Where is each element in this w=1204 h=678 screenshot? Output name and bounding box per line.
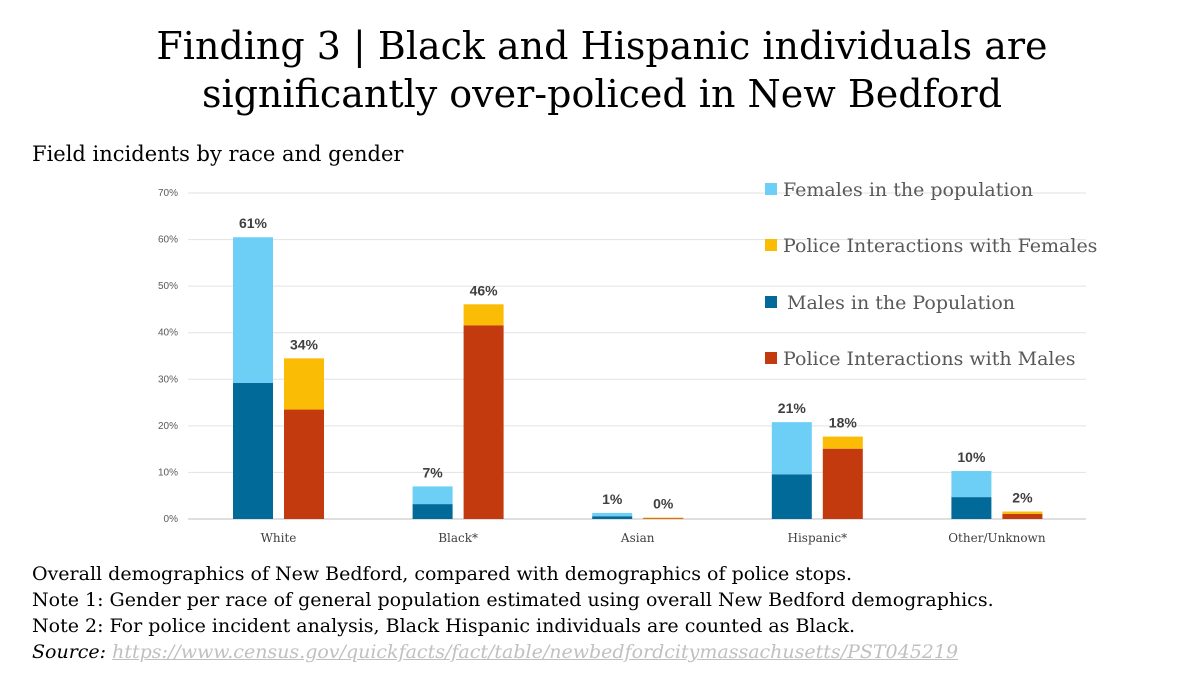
legend-swatch-males-in-the-population: [765, 296, 777, 308]
y-tick-label: 40%: [158, 328, 178, 339]
legend-label-police-interactions-with-females: Police Interactions with Females: [783, 235, 1097, 257]
bar-police-interactions-with-females-hispanic: [822, 436, 863, 449]
bar-females-in-the-population-black: [412, 486, 453, 505]
bar-females-in-the-population-other-unknown: [951, 471, 992, 498]
bar-police-interactions-with-males-asian: [643, 518, 684, 519]
data-label-police-other-unknown: 2%: [1012, 490, 1033, 506]
data-label-population-hispanic: 21%: [778, 400, 807, 416]
x-tick-label: White: [261, 531, 297, 545]
data-label-population-other-unknown: 10%: [957, 449, 986, 465]
data-label-police-white: 34%: [290, 336, 319, 352]
notes: Overall demographics of New Bedford, com…: [32, 561, 994, 665]
bar-police-interactions-with-males-black: [463, 325, 504, 519]
data-label-police-black: 46%: [470, 282, 499, 298]
legend-label-police-interactions-with-males: Police Interactions with Males: [783, 348, 1076, 370]
legend-swatch-police-interactions-with-males: [765, 352, 777, 364]
legend-swatch-police-interactions-with-females: [765, 239, 777, 251]
bar-police-interactions-with-females-black: [463, 304, 504, 326]
note-2: Note 2: For police incident analysis, Bl…: [32, 615, 856, 637]
source-label: Source:: [32, 641, 107, 663]
legend-label-males-in-the-population: Males in the Population: [787, 292, 1015, 314]
bar-males-in-the-population-hispanic: [771, 474, 812, 519]
title-line-2: significantly over-policed in New Bedfor…: [201, 72, 1003, 116]
y-tick-label: 0%: [164, 514, 179, 525]
source-link[interactable]: https://www.census.gov/quickfacts/fact/t…: [112, 641, 959, 663]
y-tick-label: 70%: [158, 188, 178, 199]
y-tick-label: 50%: [158, 281, 178, 292]
note-1: Note 1: Gender per race of general popul…: [32, 589, 994, 611]
bar-males-in-the-population-white: [233, 383, 273, 519]
bar-males-in-the-population-asian: [592, 516, 633, 519]
bar-police-interactions-with-females-white: [284, 358, 324, 410]
data-label-police-asian: 0%: [653, 496, 674, 512]
data-label-police-hispanic: 18%: [829, 415, 858, 431]
stacked-bar-chart: 0% 10% 20% 30% 40% 50% 60% 70% 61% 34% White 7% 46% B…: [158, 179, 1097, 545]
chart-title: Finding 3 | Black and Hispanic individua…: [0, 22, 1204, 118]
bar-females-in-the-population-hispanic: [771, 422, 812, 475]
y-tick-label: 30%: [158, 374, 178, 385]
data-label-population-asian: 1%: [602, 491, 623, 507]
source-line: Source: https://www.census.gov/quickfact…: [32, 639, 994, 665]
title-line-1: Finding 3 | Black and Hispanic individua…: [156, 24, 1048, 68]
bar-females-in-the-population-asian: [592, 512, 633, 517]
bar-males-in-the-population-black: [412, 504, 453, 519]
note-overall: Overall demographics of New Bedford, com…: [32, 563, 853, 585]
x-tick-label: Asian: [620, 531, 655, 545]
y-tick-label: 60%: [158, 235, 178, 246]
data-label-population-black: 7%: [422, 464, 443, 480]
bar-police-interactions-with-females-other-unknown: [1002, 511, 1043, 514]
x-tick-label: Other/Unknown: [948, 531, 1046, 545]
bar-police-interactions-with-females-asian: [643, 517, 684, 519]
chart-subtitle: Field incidents by race and gender: [32, 142, 404, 166]
bar-police-interactions-with-males-white: [284, 409, 324, 519]
data-label-population-white: 61%: [239, 215, 268, 231]
legend-swatch-females-in-the-population: [765, 183, 777, 195]
x-tick-label: Hispanic*: [788, 531, 848, 545]
x-tick-label: Black*: [438, 531, 478, 545]
bar-police-interactions-with-males-other-unknown: [1002, 513, 1043, 519]
bar-police-interactions-with-males-hispanic: [822, 448, 863, 519]
bar-females-in-the-population-white: [233, 237, 273, 384]
y-tick-label: 10%: [158, 467, 178, 478]
y-tick-label: 20%: [158, 421, 178, 432]
bar-males-in-the-population-other-unknown: [951, 497, 992, 519]
legend-label-females-in-the-population: Females in the population: [783, 179, 1033, 201]
